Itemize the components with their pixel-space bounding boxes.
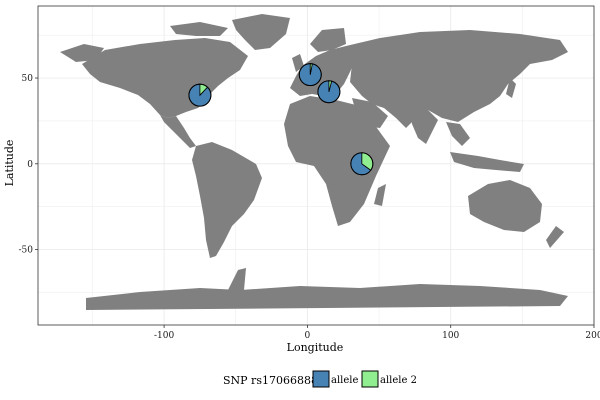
pie-outline (188, 83, 212, 107)
allele-pie (350, 152, 374, 176)
landmass-indonesia (450, 152, 524, 172)
landmass-south-america (192, 142, 262, 258)
y-tick-label: -50 (19, 246, 34, 256)
x-tick-label: 200 (585, 331, 600, 341)
y-axis-ticks: -50 0 50 (19, 74, 38, 256)
legend-label-2: allele 2 (380, 375, 417, 386)
landmass-antarctica (86, 284, 568, 310)
x-tick-label: 100 (442, 331, 459, 341)
x-axis-ticks: -100 0 100 200 (154, 325, 600, 341)
landmass-japan (506, 78, 516, 98)
landmass-alaska (60, 44, 104, 62)
y-tick-label: 50 (22, 74, 34, 84)
y-tick-label: 0 (27, 160, 33, 170)
legend-title: SNP rs17066888 (223, 374, 318, 387)
landmass-southeast-asia (446, 122, 470, 146)
landmass-africa (284, 96, 390, 226)
plot-panel (37, 5, 595, 326)
allele-pie (298, 63, 322, 87)
landmass-madagascar (374, 184, 386, 206)
pie-outline (317, 80, 341, 104)
x-tick-label: -100 (154, 331, 174, 341)
landmass-india (410, 110, 438, 144)
landmass-asia (346, 30, 568, 128)
legend-label-1: allele 1 (331, 375, 368, 386)
legend: SNP rs17066888 allele 1 allele 2 (223, 370, 417, 388)
pie-outline (350, 152, 374, 176)
landmass-antarctic-peninsula (228, 268, 246, 290)
y-axis-title: Latitude (3, 140, 16, 187)
landmass-british-isles (292, 54, 304, 72)
allele-pie (188, 83, 212, 107)
x-axis-title: Longitude (287, 341, 344, 354)
pie-outline (298, 63, 322, 87)
allele-pie-charts (188, 63, 374, 176)
landmass-greenland (232, 14, 290, 50)
landmass-australia (468, 180, 542, 232)
landmass-new-zealand (546, 226, 564, 248)
legend-key-1 (312, 370, 330, 388)
world-land (60, 14, 568, 310)
panel-border (37, 5, 595, 326)
landmass-central-america (160, 115, 196, 148)
landmass-arabia (352, 98, 388, 128)
allele-pie (317, 80, 341, 104)
legend-key-2 (361, 370, 379, 388)
landmass-scandinavia (310, 28, 346, 52)
landmass-canadian-arctic (170, 22, 228, 36)
x-tick-label: 0 (305, 331, 311, 341)
